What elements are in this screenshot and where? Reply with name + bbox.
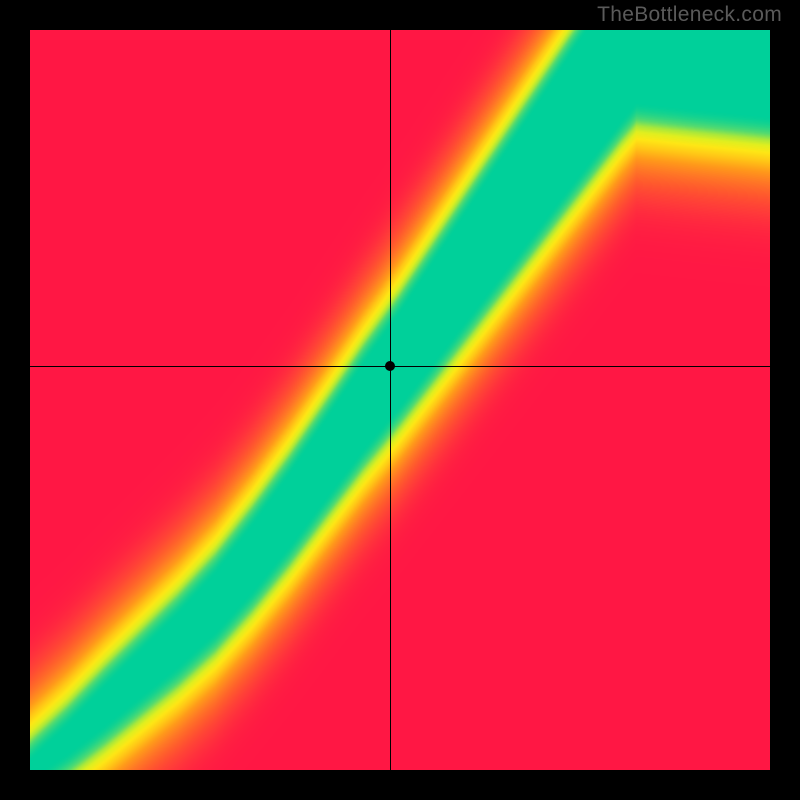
crosshair-vertical-line	[390, 30, 391, 770]
crosshair-marker-dot	[385, 361, 395, 371]
crosshair-horizontal-line	[30, 366, 770, 367]
heatmap-chart	[30, 30, 770, 770]
heatmap-canvas	[30, 30, 770, 770]
watermark-text: TheBottleneck.com	[597, 3, 782, 27]
